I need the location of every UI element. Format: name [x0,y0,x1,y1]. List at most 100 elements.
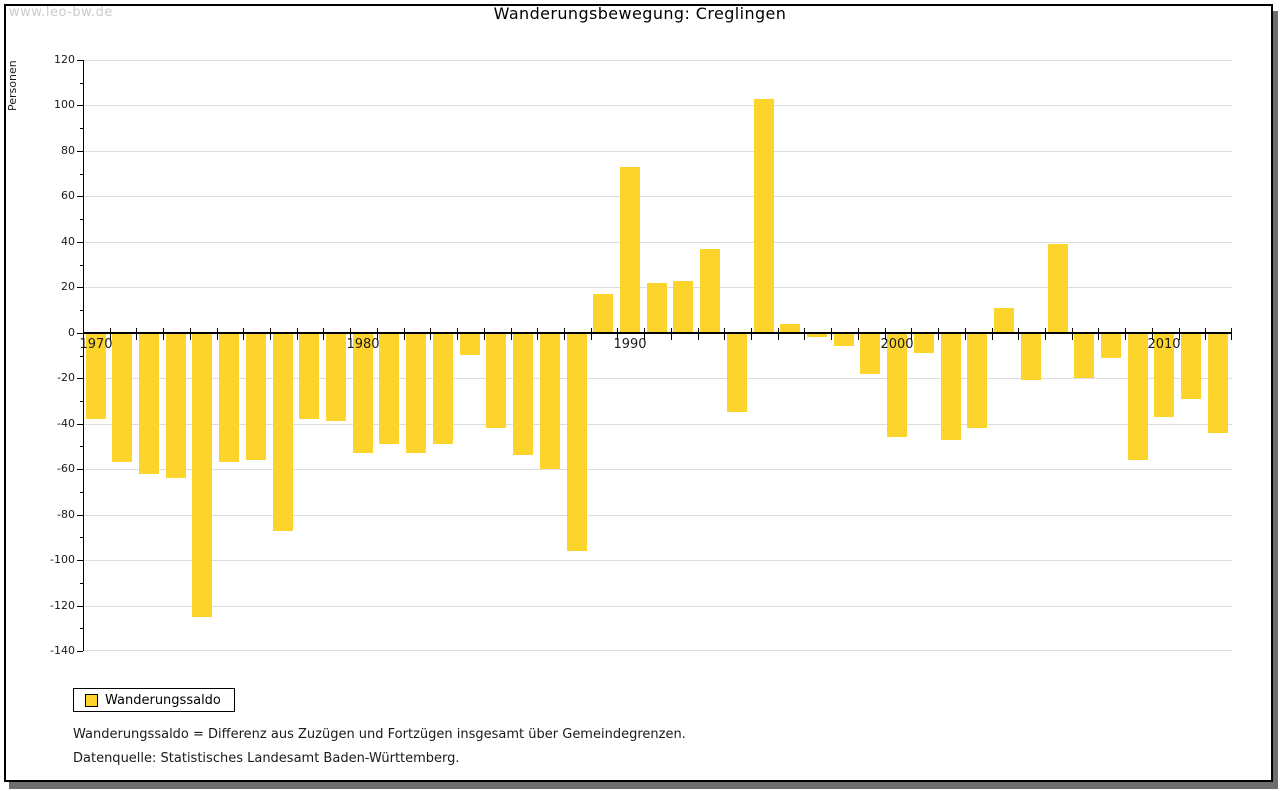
bar [272,332,293,531]
x-axis-tick [1098,328,1099,340]
y-tick-label: 120 [54,53,75,66]
y-axis-tick [77,424,83,425]
x-tick-label: 2010 [1147,337,1181,352]
bar [138,332,159,474]
bar [700,248,721,333]
bar [352,332,373,454]
bar [887,332,908,438]
bar [1181,332,1202,399]
gridline [83,196,1232,197]
y-axis-tick [80,356,83,357]
x-axis-tick [911,328,912,340]
x-axis-tick [804,328,805,340]
y-axis-tick [77,287,83,288]
x-axis-tick [136,328,137,340]
y-tick-label: -40 [57,417,75,430]
x-axis-tick [617,328,618,340]
x-axis-tick [350,328,351,340]
bar [940,332,961,440]
y-axis-title: Personen [6,60,19,111]
x-tick-label: 2000 [880,337,914,352]
y-tick-label: -100 [50,553,75,566]
bar [753,98,774,333]
y-tick-label: -120 [50,599,75,612]
gridline [83,60,1232,61]
bar [459,332,480,356]
bar [406,332,427,454]
x-axis-tick [831,328,832,340]
gridline [83,560,1232,561]
y-axis-tick [80,401,83,402]
bar [1154,332,1175,417]
y-tick-label: 60 [61,189,75,202]
gridline [83,378,1232,379]
bar [1127,332,1148,461]
plot-area: -140 -120 -100 -80 -60 -40 -20 0 20 40 60 80 100 120 1… [50,53,1232,657]
y-axis-line [83,60,84,651]
y-tick-label: -20 [57,371,75,384]
y-axis-tick [80,174,83,175]
bar [1207,332,1228,433]
x-axis-tick [1125,328,1126,340]
x-axis-tick [270,328,271,340]
x-axis-tick [965,328,966,340]
x-axis-tick [83,328,84,340]
x-axis-tick [1072,328,1073,340]
x-axis-tick [1231,328,1232,340]
bar [165,332,186,479]
y-axis-tick [80,537,83,538]
bar [326,332,346,422]
x-axis-tick [110,328,111,340]
x-tick-label: 1980 [346,337,380,352]
gridline [83,105,1232,106]
y-axis-tick [80,583,83,584]
x-axis-tick [377,328,378,340]
bar [1020,332,1041,381]
x-axis-tick [217,328,218,340]
x-axis-tick [1018,328,1019,340]
x-axis-tick [885,328,886,340]
bar [1100,332,1121,358]
y-axis-tick [80,265,83,266]
y-axis-tick [80,628,83,629]
x-axis-tick [537,328,538,340]
y-tick-label: -140 [50,644,75,657]
bar [379,332,400,445]
bar [860,332,881,374]
x-axis-tick [430,328,431,340]
bar [833,332,854,347]
bar [593,294,614,333]
bar [112,332,133,463]
x-axis-tick [1205,328,1206,340]
y-tick-label: 80 [61,144,75,157]
x-axis-tick [778,328,779,340]
gridline [83,515,1232,516]
x-axis-tick [858,328,859,340]
footnote-definition: Wanderungssaldo = Differenz aus Zuzügen … [73,727,686,742]
y-tick-label: 40 [61,235,75,248]
bar [673,280,694,333]
bar [1047,244,1068,333]
y-axis-tick [77,606,83,607]
x-axis-tick [751,328,752,340]
y-axis-tick [77,242,83,243]
x-axis-tick [724,328,725,340]
bar [807,332,827,338]
x-axis-tick [1179,328,1180,340]
y-axis-tick [80,219,83,220]
x-axis-tick [1152,328,1153,340]
bar [1074,332,1095,379]
y-axis-tick [77,196,83,197]
y-axis-tick [80,310,83,311]
bar [486,332,507,429]
x-axis-tick [243,328,244,340]
x-axis-tick [698,328,699,340]
gridline [83,650,1232,651]
x-axis-tick [671,328,672,340]
x-axis-tick [457,328,458,340]
legend-label: Wanderungssaldo [105,692,221,708]
bar [219,332,240,463]
y-axis-tick [77,469,83,470]
bar [299,332,320,420]
bar [432,332,453,445]
